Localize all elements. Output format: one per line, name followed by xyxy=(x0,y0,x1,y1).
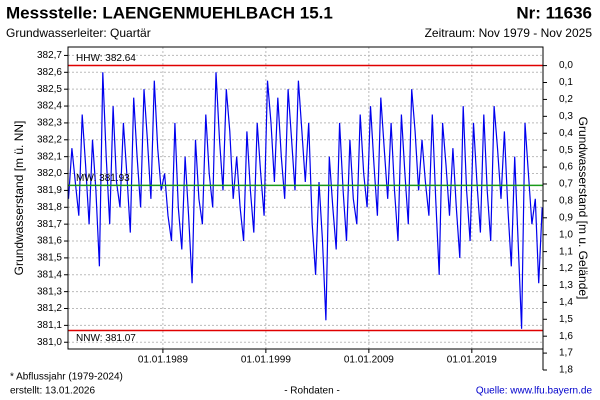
x-tick-label: 01.01.1999 xyxy=(241,355,291,366)
y-tick-label: 381,8 xyxy=(37,202,62,213)
data-note: - Rohdaten - xyxy=(284,386,340,397)
y2-tick-label: 1,3 xyxy=(559,280,573,291)
y-tick-label: 381,4 xyxy=(37,269,62,280)
y2-tick-label: 0,6 xyxy=(559,162,573,173)
y2-tick-label: 0,5 xyxy=(559,145,573,156)
subtitle: Grundwasserleiter: Quartär xyxy=(6,26,151,40)
y-tick-label: 381,7 xyxy=(37,219,62,230)
y-tick-label: 382,1 xyxy=(37,151,62,162)
period: Zeitraum: Nov 1979 - Nov 2025 xyxy=(425,26,593,40)
y-tick-label: 382,0 xyxy=(37,168,62,179)
station-number: Nr: 11636 xyxy=(516,3,592,22)
y-tick-label: 382,6 xyxy=(37,67,62,78)
y2-tick-label: 1,7 xyxy=(559,348,573,359)
data-line xyxy=(67,72,543,329)
y-tick-label: 381,5 xyxy=(37,253,62,264)
y2-tick-label: 0,2 xyxy=(559,94,573,105)
x-tick-label: 01.01.1989 xyxy=(138,355,188,366)
y2-tick-label: 1,0 xyxy=(559,229,573,240)
y2-tick-label: 0,7 xyxy=(559,179,573,190)
x-tick-label: 01.01.2009 xyxy=(344,355,394,366)
y-tick-label: 381,3 xyxy=(37,286,62,297)
y2-tick-label: 0,3 xyxy=(559,111,573,122)
y2-tick-label: 0,1 xyxy=(559,77,573,88)
footnote: * Abflussjahr (1979-2024) xyxy=(10,372,123,383)
y-tick-label: 382,3 xyxy=(37,118,62,129)
y2-tick-label: 1,6 xyxy=(559,331,573,342)
y-tick-label: 382,7 xyxy=(37,50,62,61)
y-axis-title: Grundwasserstand [m ü. NN] xyxy=(12,121,26,276)
y2-tick-label: 0,4 xyxy=(559,128,573,139)
y-tick-label: 381,0 xyxy=(37,337,62,348)
y2-tick-label: 1,5 xyxy=(559,314,573,325)
y-tick-label: 382,5 xyxy=(37,84,62,95)
y2-tick-label: 1,2 xyxy=(559,263,573,274)
reference-label: NNW: 381.07 xyxy=(76,333,136,344)
y2-tick-label: 1,4 xyxy=(559,297,573,308)
y-tick-label: 381,2 xyxy=(37,303,62,314)
y2-tick-label: 0,0 xyxy=(559,60,573,71)
reference-label: HHW: 382.64 xyxy=(76,53,136,64)
chart-title: Messstelle: LAENGENMUEHLBACH 15.1 xyxy=(6,3,333,22)
y-tick-label: 381,6 xyxy=(37,236,62,247)
y2-tick-label: 0,9 xyxy=(559,212,573,223)
y2-tick-label: 0,8 xyxy=(559,196,573,207)
x-tick-label: 01.01.2019 xyxy=(447,355,497,366)
reference-label: MW: 381.93 xyxy=(76,173,130,184)
y2-axis-title: Grundwasserstand [m u. Gelände] xyxy=(576,117,590,300)
y2-tick-label: 1,8 xyxy=(559,365,573,376)
plot-area xyxy=(68,47,543,349)
source: Quelle: www.lfu.bayern.de xyxy=(476,386,593,397)
y-tick-label: 381,9 xyxy=(37,185,62,196)
created: erstellt: 13.01.2026 xyxy=(10,386,95,397)
y-tick-label: 381,1 xyxy=(37,320,62,331)
y-tick-label: 382,4 xyxy=(37,101,62,112)
y-tick-label: 382,2 xyxy=(37,134,62,145)
y2-tick-label: 1,1 xyxy=(559,246,573,257)
